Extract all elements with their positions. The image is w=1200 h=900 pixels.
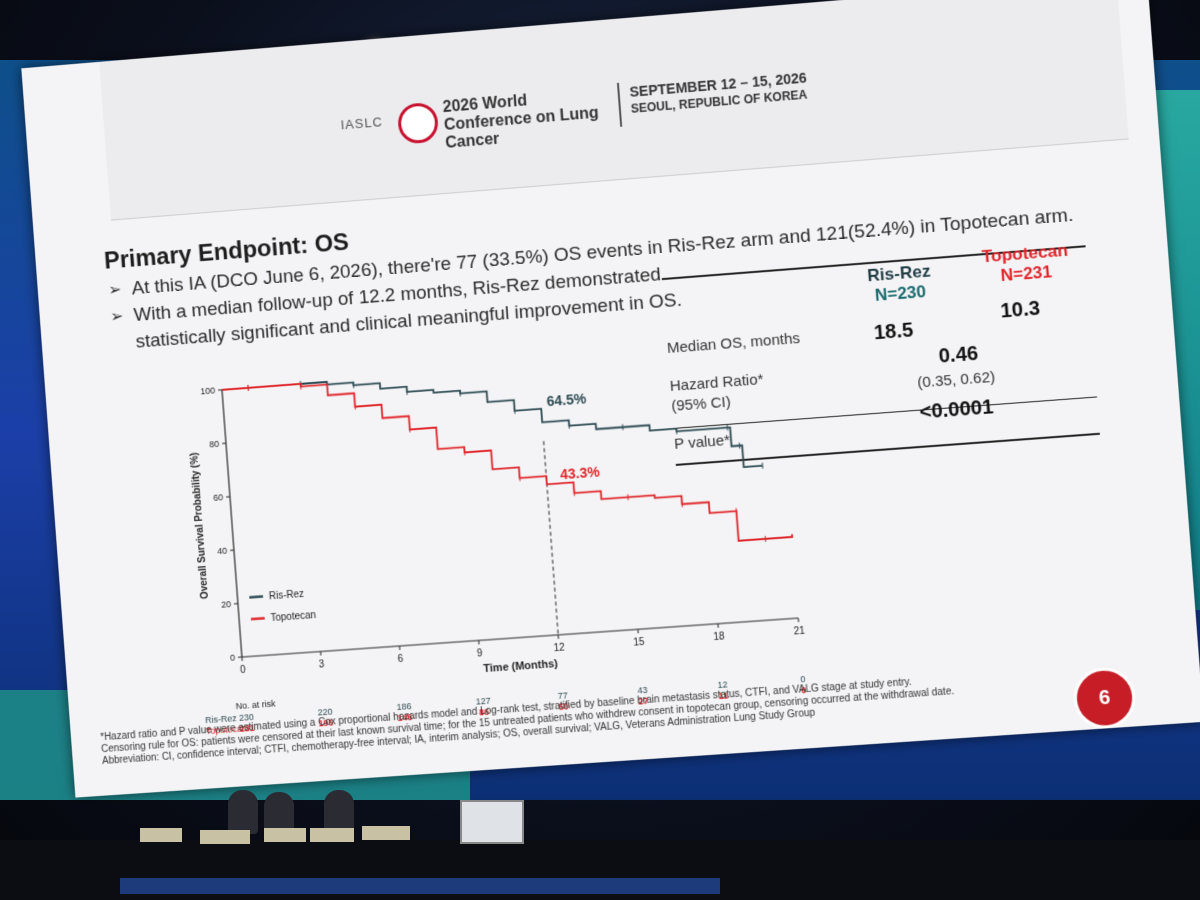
- panelist: [228, 790, 258, 834]
- y-tick-label: 20: [221, 599, 232, 610]
- y-tick-label: 80: [209, 439, 220, 450]
- series-line: [222, 348, 792, 577]
- nameplate: [140, 828, 182, 842]
- annotation-ris-rez: 64.5%: [546, 390, 587, 409]
- x-axis-label: Time (Months): [483, 658, 559, 675]
- nameplate: [200, 830, 250, 844]
- laptop-monitor: [460, 800, 524, 844]
- y-tick-label: 0: [230, 653, 236, 663]
- y-tick-label: 100: [200, 385, 215, 396]
- km-chart: 0 20 40 60 80 100 0 3 6 9 12 15 18 21 Time (Months) Ove…: [163, 336, 825, 740]
- nameplate: [264, 828, 306, 842]
- arm1-header: Ris-Rez N=230: [843, 260, 957, 309]
- reference-line: [544, 441, 559, 635]
- median-arm2: 10.3: [1000, 297, 1041, 323]
- hr-value: 0.46: [938, 343, 979, 369]
- x-tick-label: 15: [633, 637, 645, 649]
- x-tick-label: 0: [240, 665, 247, 676]
- at-risk-title: No. at risk: [235, 698, 276, 711]
- x-tick-label: 18: [713, 631, 725, 643]
- page-number-badge: 6: [1072, 666, 1138, 731]
- legend-label: Topotecan: [270, 610, 316, 624]
- y-tick-label: 60: [213, 492, 224, 503]
- legend-label: Ris-Rez: [269, 588, 305, 601]
- nameplate: [362, 826, 410, 840]
- nameplate: [310, 828, 354, 842]
- slide: IASLC 2026 World Conference on Lung Canc…: [21, 0, 1173, 798]
- legend-swatch: [251, 618, 265, 619]
- at-risk-value: 0: [800, 674, 806, 684]
- x-tick-label: 9: [477, 648, 484, 659]
- slide-header: [99, 0, 1129, 221]
- y-axis: [222, 390, 242, 657]
- y-tick-label: 40: [217, 546, 228, 557]
- x-tick-label: 3: [318, 659, 325, 670]
- slide-canvas: IASLC 2026 World Conference on Lung Canc…: [21, 0, 1200, 798]
- x-tick-label: 6: [397, 654, 404, 665]
- p-value: <0.0001: [919, 396, 995, 425]
- stage-banner: [120, 878, 720, 894]
- series-line: [222, 349, 763, 504]
- x-tick-label: 12: [553, 642, 565, 654]
- legend-swatch: [249, 596, 263, 597]
- hr-ci: (0.35, 0.62): [917, 369, 996, 392]
- x-tick-label: 21: [793, 626, 805, 638]
- median-arm1: 18.5: [873, 319, 914, 345]
- annotation-topotecan: 43.3%: [560, 463, 601, 482]
- y-axis-label: Overall Survival Probability (%): [189, 452, 211, 599]
